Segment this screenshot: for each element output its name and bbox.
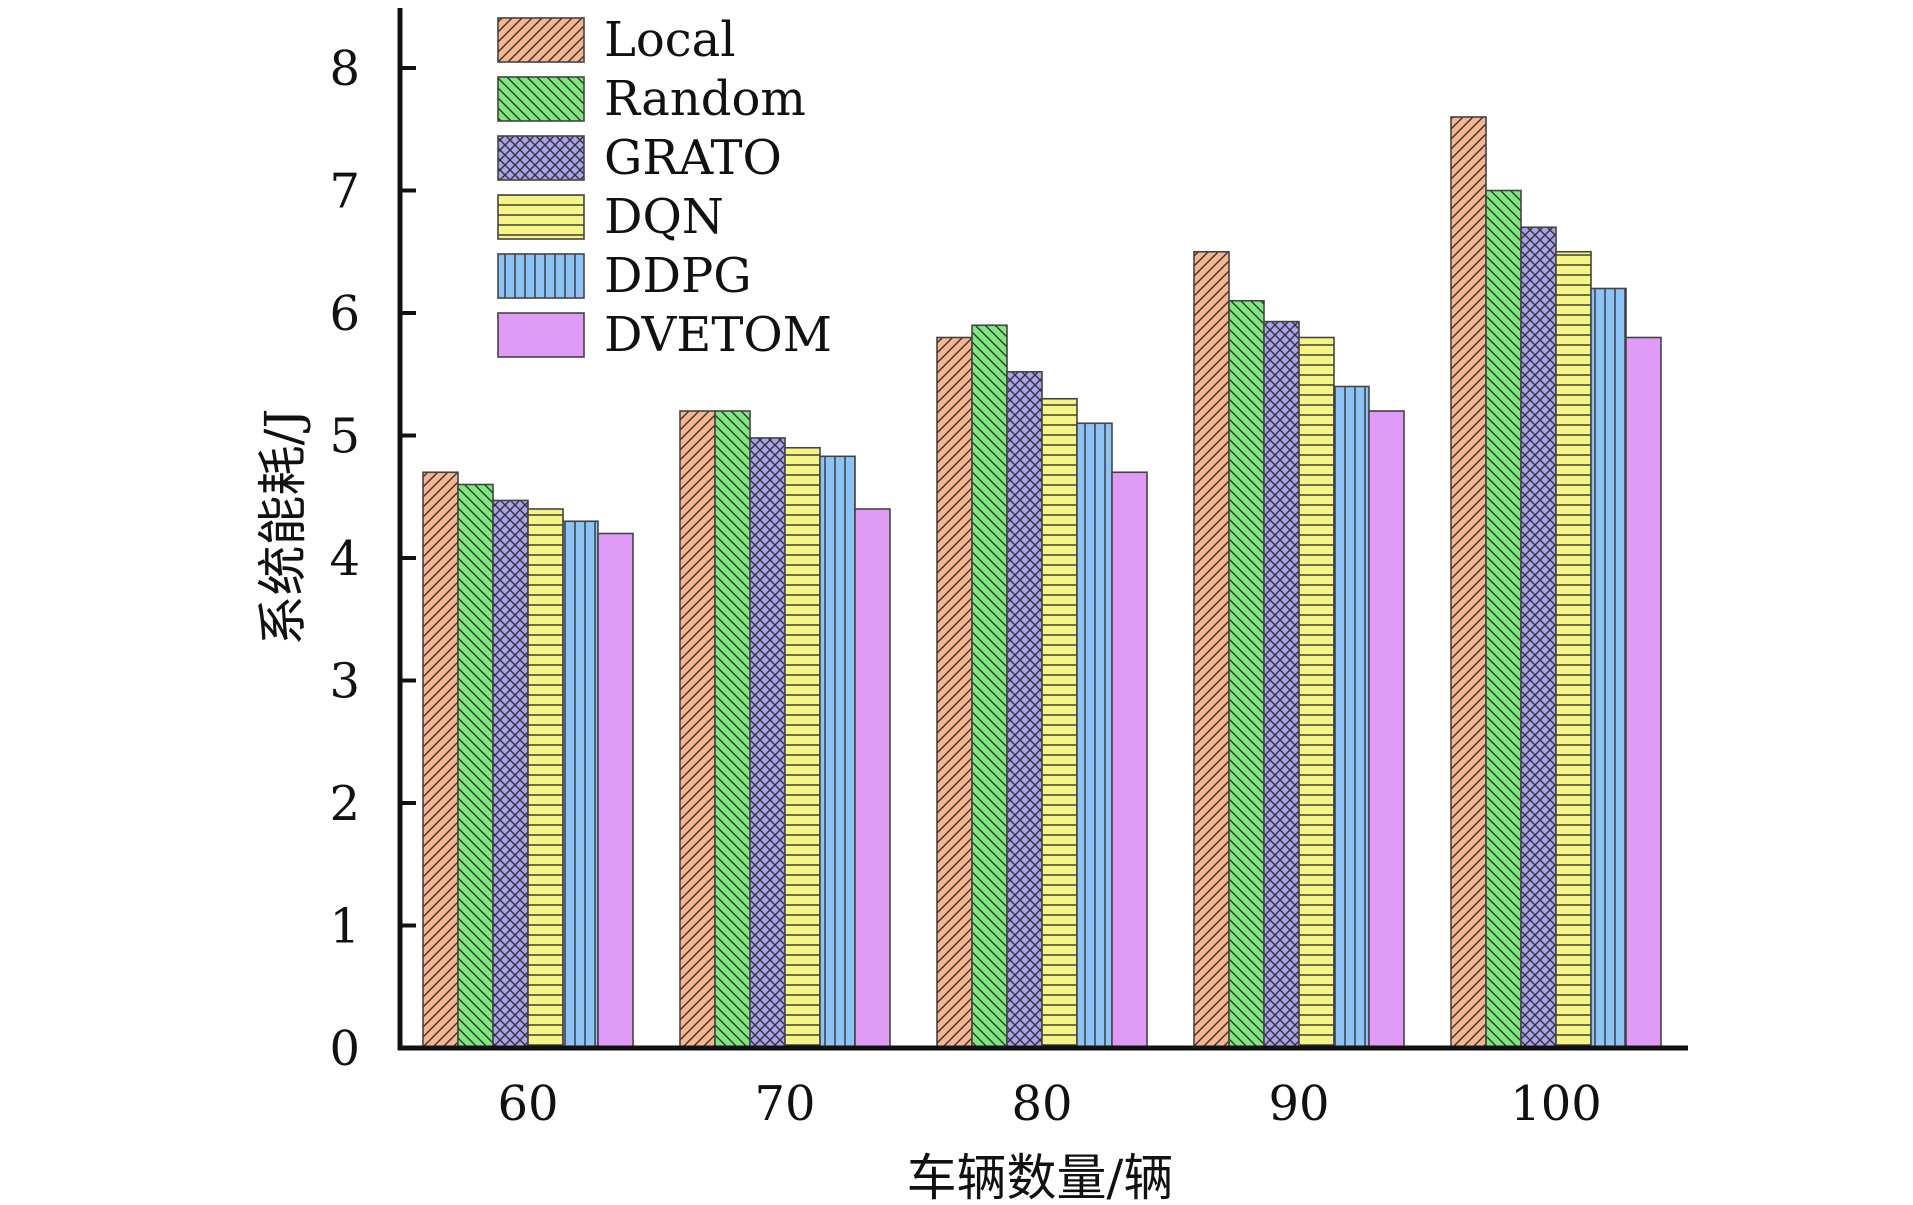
bar-dvetom-90 <box>1368 410 1405 1049</box>
x-tick-label-80: 80 <box>1011 1076 1072 1132</box>
legend-swatch-local <box>497 17 585 63</box>
legend-label-random: Random <box>604 71 806 127</box>
bar-random-60 <box>457 483 494 1049</box>
bar-random-70 <box>714 410 751 1049</box>
bar-random-90 <box>1228 299 1265 1049</box>
bar-dvetom-80 <box>1111 471 1148 1049</box>
bar-random-100 <box>1485 189 1522 1049</box>
legend-swatch-grato <box>497 135 585 181</box>
bars-layer <box>422 116 1662 1049</box>
ticks-layer: 0 1 2 3 4 5 6 7 8 60 70 80 90 100 <box>329 41 1601 1132</box>
legend-label-dvetom: DVETOM <box>604 307 832 363</box>
y-tick-label-6: 6 <box>329 286 360 342</box>
axes-layer <box>397 8 1688 1051</box>
bar-dqn-80 <box>1041 397 1078 1049</box>
bar-local-60 <box>422 471 459 1049</box>
bar-ddpg-70 <box>819 455 856 1049</box>
y-tick-label-8: 8 <box>329 41 360 97</box>
bar-dqn-70 <box>784 446 821 1049</box>
bar-ddpg-100 <box>1590 287 1627 1049</box>
y-tick-label-1: 1 <box>329 899 360 955</box>
legend-swatch-ddpg <box>497 253 585 299</box>
bar-local-70 <box>679 410 716 1049</box>
bar-ddpg-90 <box>1333 385 1370 1049</box>
legend-label-local: Local <box>604 12 736 68</box>
bar-dqn-60 <box>527 508 564 1049</box>
bar-local-90 <box>1193 250 1230 1049</box>
bar-local-100 <box>1450 116 1487 1049</box>
y-tick-label-3: 3 <box>329 654 360 710</box>
bar-grato-80 <box>1006 370 1043 1049</box>
bar-ddpg-60 <box>562 520 599 1049</box>
bar-random-80 <box>971 324 1008 1049</box>
bar-dvetom-70 <box>854 508 891 1049</box>
bar-dvetom-60 <box>597 532 634 1049</box>
x-tick-label-70: 70 <box>754 1076 815 1132</box>
bar-ddpg-80 <box>1076 422 1113 1049</box>
y-tick-label-2: 2 <box>329 776 360 832</box>
bar-dqn-100 <box>1555 250 1592 1049</box>
bar-dqn-90 <box>1298 336 1335 1049</box>
bar-grato-70 <box>749 437 786 1049</box>
bar-grato-60 <box>492 499 529 1049</box>
legend-swatch-dqn <box>497 194 585 240</box>
y-tick-label-0: 0 <box>329 1021 360 1077</box>
bar-grato-100 <box>1520 226 1557 1049</box>
bar-grato-90 <box>1263 320 1300 1049</box>
bar-dvetom-100 <box>1625 336 1662 1049</box>
bar-local-80 <box>936 336 973 1049</box>
y-tick-label-5: 5 <box>329 409 360 465</box>
x-tick-label-100: 100 <box>1510 1076 1602 1132</box>
legend-swatch-dvetom <box>497 312 585 358</box>
legend-label-ddpg: DDPG <box>604 248 752 304</box>
x-tick-label-60: 60 <box>497 1076 558 1132</box>
y-tick-label-4: 4 <box>329 531 360 587</box>
legend-swatch-random <box>497 76 585 122</box>
x-axis-title: 车辆数量/辆 <box>907 1149 1174 1205</box>
x-tick-label-90: 90 <box>1268 1076 1329 1132</box>
y-axis-title: 系统能耗/J <box>254 409 312 646</box>
legend-label-dqn: DQN <box>604 189 724 245</box>
y-tick-label-7: 7 <box>329 164 360 220</box>
legend-label-grato: GRATO <box>604 130 782 186</box>
